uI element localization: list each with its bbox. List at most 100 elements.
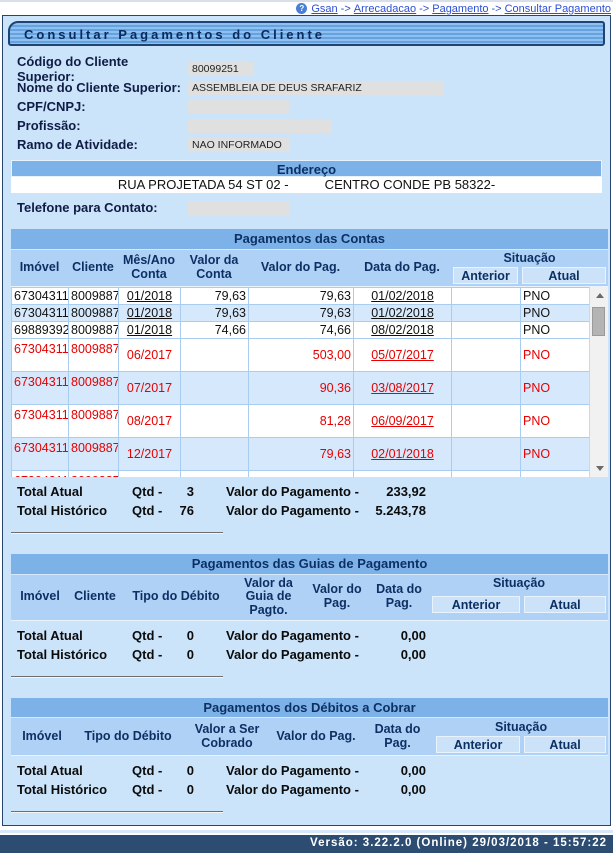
cell-valor-pag [248,470,354,477]
contas-header-table: Pagamentos das Contas Imóvel Cliente Mês… [11,229,608,287]
divider [11,532,223,534]
cell-valor-conta [180,371,249,405]
cell-valor-pag: 74,66 [248,321,354,339]
help-icon[interactable]: ? [296,3,308,14]
t-vlabel: Valor do Pagamento - [226,762,359,778]
cell-data-pag: 08/02/2018 [353,321,452,339]
breadcrumb-link-gsan[interactable]: Gsan [311,2,338,15]
col-cliente: Cliente [68,249,118,287]
cell-data-pag: 05/07/2017 [353,338,452,372]
telefone-label: Telefone para Contato: [17,200,158,215]
cell-anterior [451,404,521,438]
cell-cliente: 80098874 [68,338,119,372]
data-pag-link[interactable]: 02/01/2018 [371,447,434,461]
cell-atual: PNO [520,371,590,405]
t-qtdl: Qtd - [132,646,163,662]
cell-valor-pag: 79,63 [248,304,354,322]
t-vlabel: Valor do Pagamento - [226,781,359,797]
data-pag-link[interactable]: 01/02/2018 [371,289,434,303]
t-vlabel: Valor do Pagamento - [226,627,359,643]
debitos-section: Pagamentos dos Débitos a Cobrar Imóvel T… [11,697,609,813]
field-row: Código do Cliente Superior: 80099251 [3,54,610,84]
breadcrumb-separator: -> [419,2,430,15]
cell-imovel: 67304311 [11,287,69,305]
t-qtdl: Qtd - [132,484,163,499]
col-valor-pag: Valor do Pag. [306,574,368,621]
t-qtd: 76 [179,503,194,518]
table-row: 6730431180098874 [11,470,590,477]
table-row: 673043118009887412/2017 79,63 02/01/2018 PN… [11,437,590,471]
col-mes-ano-conta: Mês/Ano Conta [118,249,180,287]
data-pag-link[interactable]: 08/02/2018 [371,323,434,337]
t-qtd: 0 [186,781,194,797]
t-qtd: 0 [186,762,194,778]
t-vlabel: Valor do Pagamento - [226,484,359,499]
debitos-section-title: Pagamentos dos Débitos a Cobrar [11,697,609,719]
cell-data-pag: 02/01/2018 [353,437,452,471]
cell-valor-conta: 79,63 [180,304,249,322]
field-row: Telefone para Contato: [3,198,610,217]
data-pag-link[interactable]: 03/08/2017 [371,381,434,395]
contas-totals: Total Atual Qtd - 3 Valor do Pagamento - 233… [11,482,602,520]
t-label: Total Histórico [17,646,108,662]
col-data-pag: Data do Pag. [368,574,430,621]
data-pag-link[interactable]: 06/09/2017 [371,414,434,428]
scroll-up-icon[interactable] [590,287,608,304]
t-val: 0,00 [400,762,426,778]
client-info: Código do Cliente Superior: 80099251 Nom… [3,54,610,154]
main-panel: Consultar Pagamentos do Cliente Código d… [2,15,611,826]
debitos-header-table: Pagamentos dos Débitos a Cobrar Imóvel T… [11,697,609,756]
mes-ano-link[interactable]: 01/2018 [126,306,173,320]
nome-cliente-field: ASSEMBLEIA DE DEUS SRAFARIZ [188,80,444,95]
print-icon[interactable] [564,823,594,825]
col-situacao-atual: Atual [522,591,609,621]
breadcrumb-link-consultar-pagamento[interactable]: Consultar Pagamento [504,2,611,15]
cell-imovel: 67304311 [11,371,69,405]
endereco-value: RUA PROJETADA 54 ST 02 - CENTRO CONDE PB… [11,177,602,193]
cell-valor-pag: 90,36 [248,371,354,405]
cell-cliente: 80098874 [68,371,119,405]
t-vlabel: Valor do Pagamento - [226,503,359,518]
breadcrumb-link-arrecadacao[interactable]: Arrecadacao [353,2,417,15]
mes-ano-link[interactable]: 01/2018 [126,323,173,337]
cell-data-pag: 01/02/2018 [353,304,452,322]
cell-atual: PNO [520,304,590,322]
field-row: Ramo de Atividade: NAO INFORMADO [3,135,610,154]
footer-strip [0,830,613,835]
breadcrumb-link-pagamento[interactable]: Pagamento [432,2,489,15]
scroll-down-icon[interactable] [590,460,608,477]
telefone-field [188,200,290,215]
t-val: 233,92 [386,484,426,499]
scroll-thumb[interactable] [592,307,605,336]
data-pag-link[interactable]: 05/07/2017 [371,348,434,362]
col-imovel: Imóvel [11,249,68,287]
cell-valor-conta [180,437,249,471]
t-label: Total Atual [17,484,83,499]
t-qtd: 0 [186,627,194,643]
cell-cliente: 80098874 [68,321,119,339]
cell-valor-pag: 503,00 [248,338,354,372]
t-val: 0,00 [400,646,426,662]
data-pag-link[interactable]: 01/02/2018 [371,306,434,320]
field-row: Nome do Cliente Superior: ASSEMBLEIA DE … [3,78,610,97]
col-situacao-anterior: Anterior [451,266,520,287]
mes-ano-link[interactable]: 01/2018 [126,289,173,303]
cell-atual: PNO [520,321,590,339]
cell-mes-ano: 08/2017 [118,404,181,438]
divider [11,810,223,813]
codigo-cliente-label: Código do Cliente Superior: [17,53,129,84]
cell-imovel: 69889392 [11,321,69,339]
profissao-field [188,118,332,133]
t-qtdl: Qtd - [132,503,163,518]
breadcrumb-separator: -> [491,2,502,15]
cell-anterior [451,287,521,305]
cell-data-pag: 06/09/2017 [353,404,452,438]
col-valor-pag: Valor do Pag. [271,717,361,756]
cell-mes-ano: 07/2017 [118,371,181,405]
scrollbar[interactable] [589,287,608,477]
totals-row: Total Histórico Qtd - 76 Valor do Pagamento… [17,501,602,520]
guias-header-table: Pagamentos das Guias de Pagamento Imóvel… [11,554,609,621]
col-cliente: Cliente [69,574,121,621]
